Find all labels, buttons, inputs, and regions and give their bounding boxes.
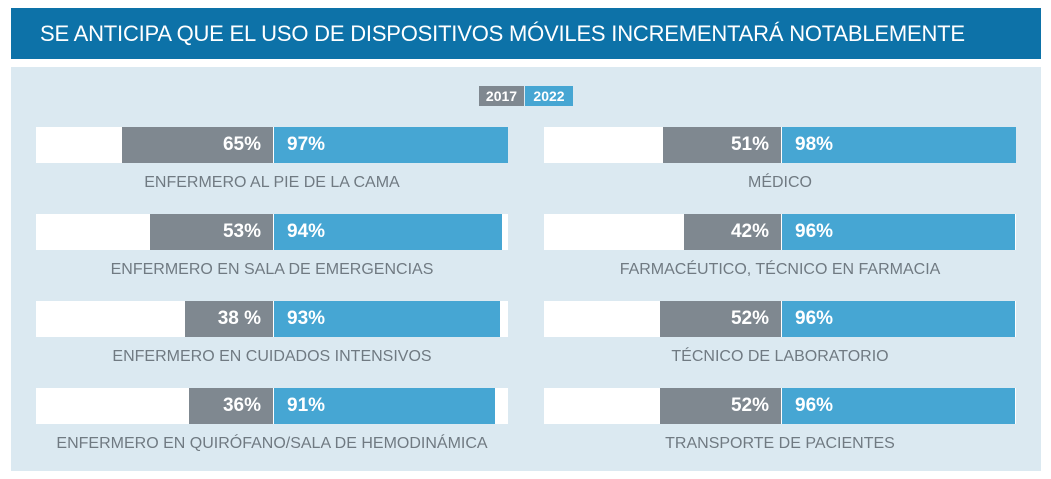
legend-2017: 2017 — [479, 86, 524, 106]
value-label-2022: 96% — [795, 221, 834, 242]
legend-2022: 2022 — [525, 86, 573, 106]
value-label-2017: 38 % — [217, 308, 261, 329]
bar-track: 42% 96% — [544, 214, 1016, 250]
value-label-2022: 96% — [795, 395, 834, 416]
bar-2022 — [274, 214, 503, 250]
value-label-2017: 36% — [222, 395, 261, 416]
bar-2022 — [782, 301, 1016, 337]
value-label-2022: 97% — [287, 134, 326, 155]
bar-2017 — [189, 388, 273, 424]
bar-track: 65% 97% — [36, 127, 508, 163]
bar-2017 — [662, 127, 781, 163]
bar-2017 — [660, 388, 781, 424]
category-label: MÉDICO — [748, 174, 812, 191]
bar-track: 51% 98% — [544, 127, 1016, 163]
bar-2017 — [683, 214, 781, 250]
value-label-2017: 42% — [730, 221, 769, 242]
bar-track: 52% 96% — [544, 301, 1016, 337]
category-label: TÉCNICO DE LABORATORIO — [671, 348, 889, 365]
value-label-2022: 98% — [795, 134, 834, 155]
bar-track: 52% 96% — [544, 388, 1016, 424]
value-label-2022: 93% — [287, 308, 326, 329]
bar-track: 36% 91% — [36, 388, 508, 424]
category-label: ENFERMERO EN QUIRÓFANO/SALA DE HEMODINÁM… — [56, 435, 488, 452]
category-label: ENFERMERO EN SALA DE EMERGENCIAS — [110, 261, 434, 278]
bar-2022 — [782, 214, 1016, 250]
category-label: ENFERMERO EN CUIDADOS INTENSIVOS — [112, 348, 432, 365]
bar-2017 — [660, 301, 781, 337]
chart-header: SE ANTICIPA QUE EL USO DE DISPOSITIVOS M… — [11, 8, 1041, 59]
value-label-2017: 51% — [730, 134, 769, 155]
bar-2017 — [184, 301, 273, 337]
value-label-2022: 96% — [795, 308, 834, 329]
bar-2022 — [274, 127, 508, 163]
value-label-2017: 53% — [222, 221, 261, 242]
bar-2022 — [274, 301, 500, 337]
bar-track: 53% 94% — [36, 214, 508, 250]
value-label-2022: 94% — [287, 221, 326, 242]
value-label-2022: 91% — [287, 395, 326, 416]
bar-2022 — [782, 127, 1016, 163]
category-label: ENFERMERO AL PIE DE LA CAMA — [144, 174, 400, 191]
value-label-2017: 52% — [730, 308, 769, 329]
bar-2017 — [150, 214, 273, 250]
chart-title: SE ANTICIPA QUE EL USO DE DISPOSITIVOS M… — [40, 21, 965, 46]
bar-track: 38 % 93% — [36, 301, 508, 337]
bar-2022 — [782, 388, 1016, 424]
category-label: FARMACÉUTICO, TÉCNICO EN FARMACIA — [619, 261, 941, 278]
bar-2022 — [274, 388, 496, 424]
category-label: TRANSPORTE DE PACIENTES — [665, 435, 895, 452]
value-label-2017: 65% — [222, 134, 261, 155]
bar-2017 — [122, 127, 273, 163]
value-label-2017: 52% — [730, 395, 769, 416]
